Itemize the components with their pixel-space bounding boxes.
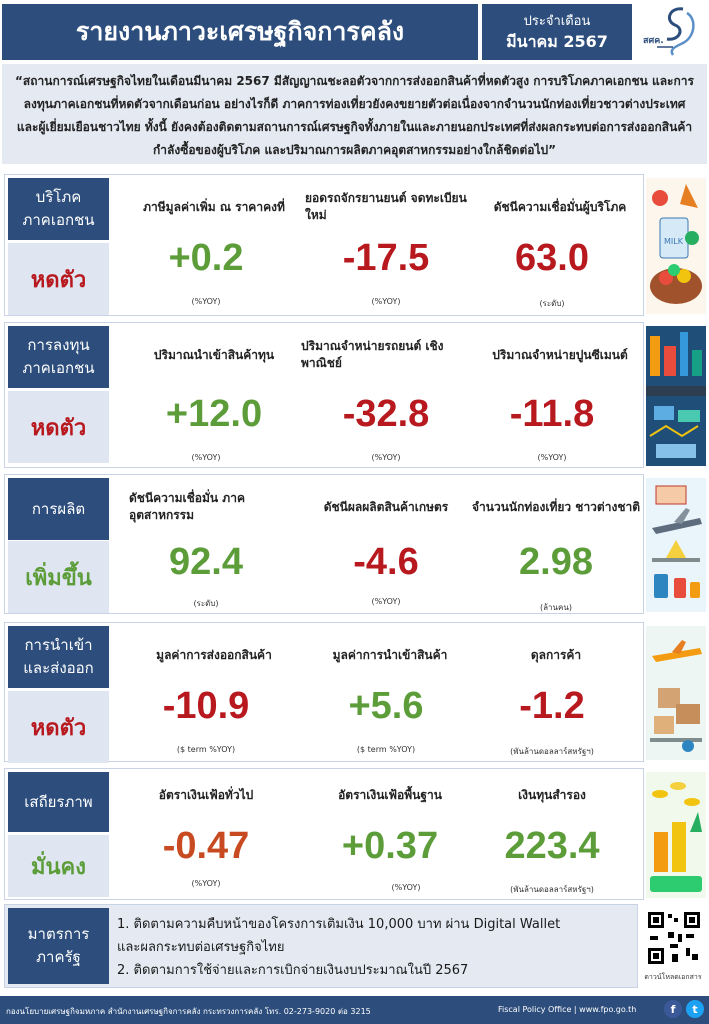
metric-label: อัตราเงินเฟ้อพื้นฐาน <box>338 787 442 802</box>
metric-unit: (%YOY) <box>371 597 401 606</box>
metric-unit: ($ term %YOY) <box>356 745 416 754</box>
metric-unit: (ล้านคน) <box>540 603 572 612</box>
measure-item: 1. ติดตามความคืบหน้าของโครงการเติมเงิน 1… <box>117 917 561 932</box>
download-qr-code[interactable] <box>646 910 702 966</box>
metric-value: +12.0 <box>165 393 263 435</box>
metric-value: -17.5 <box>342 237 430 279</box>
metric-value: +0.37 <box>341 825 439 867</box>
metric-value: -11.8 <box>509 393 595 435</box>
metric-label: ปริมาณจำหน่ายปูนซีเมนต์ <box>492 347 628 362</box>
metric-unit: (พันล้านดอลลาร์สหรัฐฯ) <box>510 747 594 756</box>
status-badge: หดตัว <box>8 391 109 463</box>
factory-icon <box>646 326 706 466</box>
metric-label: ดัชนีความเชื่อมั่น ภาคอุตสาหกรรม <box>129 491 245 522</box>
metric-unit: (%YOY) <box>371 453 401 462</box>
category-label: เสถียรภาพ <box>8 772 109 832</box>
metric-label: ปริมาณนำเข้าสินค้าทุน <box>153 347 275 362</box>
qr-label: ดาวน์โหลดเอกสาร <box>644 973 702 981</box>
metric-unit: ($ term %YOY) <box>176 745 236 754</box>
metric-value: 223.4 <box>504 825 600 867</box>
status-badge: หดตัว <box>8 243 109 315</box>
metric-label: ดุลการค้า <box>530 647 582 662</box>
metric-value: -4.6 <box>353 541 419 583</box>
fpo-logo: สศค. <box>638 2 706 60</box>
measure-item: และผลกระทบต่อเศรษฐกิจไทย <box>117 940 285 955</box>
metric-value: 2.98 <box>519 541 593 583</box>
summary-quote: “สถานการณ์เศรษฐกิจไทยในเดือนมีนาคม 2567 … <box>2 64 707 164</box>
metric-value: -0.47 <box>162 825 250 867</box>
metric-label: มูลค่าการส่งออกสินค้า <box>156 647 272 662</box>
metric-value: +5.6 <box>348 685 424 727</box>
category-label: การลงทุน ภาคเอกชน <box>8 326 109 388</box>
period-label: ประจำเดือน <box>523 14 591 29</box>
metric-label: จำนวนนักท่องเที่ยว ชาวต่างชาติ <box>471 499 640 514</box>
section-trade: การนำเข้า และส่งออก หดตัว มูลค่าการส่งออ… <box>4 622 644 763</box>
government-measures: มาตรการ ภาครัฐ 1. ติดตามความคืบหน้าของโค… <box>4 904 638 988</box>
metric-unit: (พันล้านดอลลาร์สหรัฐฯ) <box>510 885 594 894</box>
coins-growth-icon <box>646 772 706 898</box>
logo-text: สศค. <box>643 36 664 46</box>
report-title: รายงานภาวะเศรษฐกิจการคลัง <box>2 4 478 60</box>
section-production: การผลิต เพิ่มขึ้น ดัชนีความเชื่อมั่น ภาค… <box>4 474 644 614</box>
footer-contact: กองนโยบายเศรษฐกิจมหภาค สำนักงานเศรษฐกิจก… <box>6 1007 371 1016</box>
footer: กองนโยบายเศรษฐกิจมหภาค สำนักงานเศรษฐกิจก… <box>0 996 709 1024</box>
metric-unit: (%YOY) <box>537 453 567 462</box>
cargo-shipping-icon <box>646 626 706 760</box>
header: รายงานภาวะเศรษฐกิจการคลัง ประจำเดือน มีน… <box>0 0 709 62</box>
category-label: บริโภค ภาคเอกชน <box>8 178 109 240</box>
airplane-tourism-icon <box>646 478 706 612</box>
metric-label: ดัชนีผลผลิตสินค้าเกษตร <box>323 499 449 514</box>
period-month: มีนาคม 2567 <box>506 32 608 51</box>
metric-unit: (%YOY) <box>371 297 401 306</box>
metric-value: 92.4 <box>169 541 243 583</box>
period-box: ประจำเดือน มีนาคม 2567 <box>482 4 632 60</box>
metric-value: 63.0 <box>515 237 589 279</box>
metric-unit: (ระดับ) <box>539 299 565 308</box>
metric-label: มูลค่าการนำเข้าสินค้า <box>332 647 448 662</box>
metric-unit: (%YOY) <box>391 883 421 892</box>
facebook-icon[interactable]: f <box>664 1000 682 1018</box>
metric-unit: (%YOY) <box>191 297 221 306</box>
metric-value: +0.2 <box>168 237 244 279</box>
metric-label: เงินทุนสำรอง <box>518 787 586 802</box>
section-consumption: บริโภค ภาคเอกชน หดตัว ภาษีมูลค่าเพิ่ม ณ … <box>4 174 644 316</box>
svg-text:MILK: MILK <box>664 237 684 246</box>
category-label: มาตรการ ภาครัฐ <box>8 908 109 984</box>
measure-item: 2. ติดตามการใช้จ่ายและการเบิกจ่ายเงินงบป… <box>117 963 469 978</box>
footer-website[interactable]: Fiscal Policy Office | www.fpo.go.th <box>498 1005 637 1014</box>
section-investment: การลงทุน ภาคเอกชน หดตัว ปริมาณนำเข้าสินค… <box>4 322 644 468</box>
metric-label: ยอดรถจักรยานยนต์ จดทะเบียนใหม่ <box>305 191 467 222</box>
status-badge: มั่นคง <box>8 835 109 897</box>
food-basket-icon: MILK <box>646 178 706 314</box>
category-label: การผลิต <box>8 478 109 540</box>
status-badge: หดตัว <box>8 691 109 763</box>
twitter-icon[interactable]: t <box>686 1000 704 1018</box>
metric-label: อัตราเงินเฟ้อทั่วไป <box>158 787 254 802</box>
metric-value: -32.8 <box>342 393 430 435</box>
metric-unit: (%YOY) <box>191 879 221 888</box>
metric-label: ภาษีมูลค่าเพิ่ม ณ ราคาคงที่ <box>143 199 285 214</box>
metric-unit: (ระดับ) <box>193 599 219 608</box>
metric-value: -1.2 <box>519 685 585 727</box>
status-badge: เพิ่มขึ้น <box>8 541 109 613</box>
metric-value: -10.9 <box>162 685 250 727</box>
metric-label: ดัชนีความเชื่อมั่นผู้บริโภค <box>493 199 627 214</box>
category-label: การนำเข้า และส่งออก <box>8 626 109 688</box>
section-stability: เสถียรภาพ มั่นคง อัตราเงินเฟ้อทั่วไป -0.… <box>4 768 644 900</box>
measures-list: 1. ติดตามความคืบหน้าของโครงการเติมเงิน 1… <box>117 913 627 982</box>
metric-unit: (%YOY) <box>191 453 221 462</box>
metric-label: ปริมาณจำหน่ายรถยนต์ เชิงพาณิชย์ <box>301 339 444 370</box>
